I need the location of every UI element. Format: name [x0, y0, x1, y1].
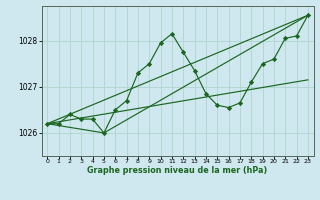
X-axis label: Graphe pression niveau de la mer (hPa): Graphe pression niveau de la mer (hPa) [87, 166, 268, 175]
